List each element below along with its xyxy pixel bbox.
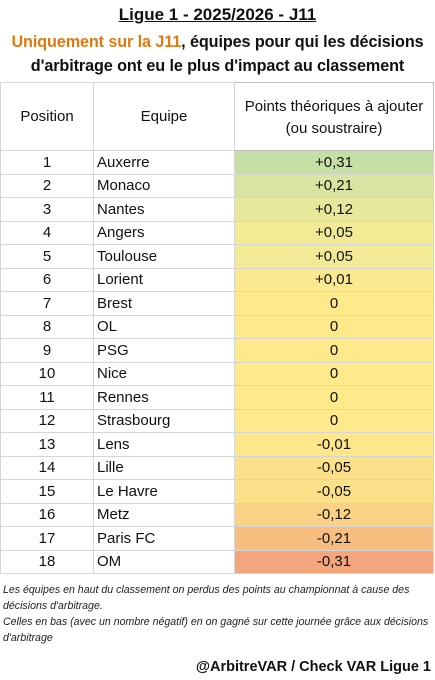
page-subtitle: Uniquement sur la J11, équipes pour qui … — [0, 30, 435, 78]
table-row: 1 Auxerre +0,31 — [0, 150, 434, 175]
row-team: OL — [93, 314, 235, 339]
row-points: -0,21 — [234, 526, 434, 551]
row-position: 18 — [0, 549, 94, 574]
header: Ligue 1 - 2025/2026 - J11 Uniquement sur… — [0, 0, 435, 82]
table-row: 11 Rennes 0 — [0, 385, 434, 410]
table-row: 6 Lorient +0,01 — [0, 267, 434, 292]
row-team: Paris FC — [93, 526, 235, 551]
row-points: 0 — [234, 314, 434, 339]
row-points: +0,31 — [234, 150, 434, 175]
row-points: -0,31 — [234, 549, 434, 574]
row-points: -0,05 — [234, 479, 434, 504]
table-row: 12 Strasbourg 0 — [0, 408, 434, 433]
row-points: -0,05 — [234, 455, 434, 480]
row-points: -0,12 — [234, 502, 434, 527]
column-header-position: Position — [0, 82, 94, 151]
row-points: +0,12 — [234, 197, 434, 222]
subtitle-accent: Uniquement sur la J11 — [11, 33, 182, 51]
table-row: 16 Metz -0,12 — [0, 502, 434, 527]
row-position: 11 — [0, 385, 94, 410]
table-row: 17 Paris FC -0,21 — [0, 526, 434, 551]
row-team: Le Havre — [93, 479, 235, 504]
row-position: 15 — [0, 479, 94, 504]
row-points: 0 — [234, 385, 434, 410]
row-position: 1 — [0, 150, 94, 175]
row-points: 0 — [234, 408, 434, 433]
row-position: 12 — [0, 408, 94, 433]
standings-table: Position Equipe Points théoriques à ajou… — [0, 82, 434, 574]
row-points: -0,01 — [234, 432, 434, 457]
row-position: 5 — [0, 244, 94, 269]
table-row: 13 Lens -0,01 — [0, 432, 434, 457]
row-team: Metz — [93, 502, 235, 527]
table-row: 9 PSG 0 — [0, 338, 434, 363]
row-position: 9 — [0, 338, 94, 363]
table-row: 4 Angers +0,05 — [0, 220, 434, 245]
row-position: 2 — [0, 173, 94, 198]
row-team: Lille — [93, 455, 235, 480]
row-team: Auxerre — [93, 150, 235, 175]
table-row: 7 Brest 0 — [0, 291, 434, 316]
footnote-line2: Celles en bas (avec un nombre négatif) e… — [3, 616, 429, 644]
column-header-points-line2: (ou soustraire) — [285, 119, 383, 137]
row-position: 16 — [0, 502, 94, 527]
table-row: 15 Le Havre -0,05 — [0, 479, 434, 504]
footnote-line1: Les équipes en haut du classement on per… — [3, 584, 410, 612]
row-position: 3 — [0, 197, 94, 222]
row-points: +0,05 — [234, 244, 434, 269]
row-position: 7 — [0, 291, 94, 316]
table-row: 10 Nice 0 — [0, 361, 434, 386]
row-points: +0,05 — [234, 220, 434, 245]
row-position: 6 — [0, 267, 94, 292]
row-points: 0 — [234, 338, 434, 363]
table-row: 14 Lille -0,05 — [0, 455, 434, 480]
row-team: PSG — [93, 338, 235, 363]
column-header-points-line1: Points théoriques à ajouter — [244, 97, 424, 115]
row-points: 0 — [234, 361, 434, 386]
row-points: +0,21 — [234, 173, 434, 198]
column-header-team: Equipe — [93, 82, 235, 151]
row-position: 13 — [0, 432, 94, 457]
table-row: 5 Toulouse +0,05 — [0, 244, 434, 269]
row-position: 17 — [0, 526, 94, 551]
row-team: Brest — [93, 291, 235, 316]
row-team: Strasbourg — [93, 408, 235, 433]
footnote: Les équipes en haut du classement on per… — [3, 582, 433, 646]
row-team: OM — [93, 549, 235, 574]
page-title: Ligue 1 - 2025/2026 - J11 — [118, 5, 317, 24]
table-row: 3 Nantes +0,12 — [0, 197, 434, 222]
row-position: 14 — [0, 455, 94, 480]
column-header-points: Points théoriques à ajouter (ou soustrai… — [234, 82, 434, 151]
table-header-row: Position Equipe Points théoriques à ajou… — [0, 82, 434, 151]
table-row: 2 Monaco +0,21 — [0, 173, 434, 198]
row-points: +0,01 — [234, 267, 434, 292]
row-team: Angers — [93, 220, 235, 245]
row-team: Nantes — [93, 197, 235, 222]
subtitle-rest: , équipes pour qui les décisions — [181, 33, 424, 51]
row-position: 4 — [0, 220, 94, 245]
row-team: Lorient — [93, 267, 235, 292]
table-row: 18 OM -0,31 — [0, 549, 434, 574]
row-team: Rennes — [93, 385, 235, 410]
credit: @ArbitreVAR / Check VAR Ligue 1 — [195, 659, 431, 675]
row-points: 0 — [234, 291, 434, 316]
subtitle-line2: d'arbitrage ont eu le plus d'impact au c… — [30, 57, 405, 75]
table-row: 8 OL 0 — [0, 314, 434, 339]
row-position: 10 — [0, 361, 94, 386]
row-team: Toulouse — [93, 244, 235, 269]
row-position: 8 — [0, 314, 94, 339]
row-team: Monaco — [93, 173, 235, 198]
row-team: Lens — [93, 432, 235, 457]
row-team: Nice — [93, 361, 235, 386]
